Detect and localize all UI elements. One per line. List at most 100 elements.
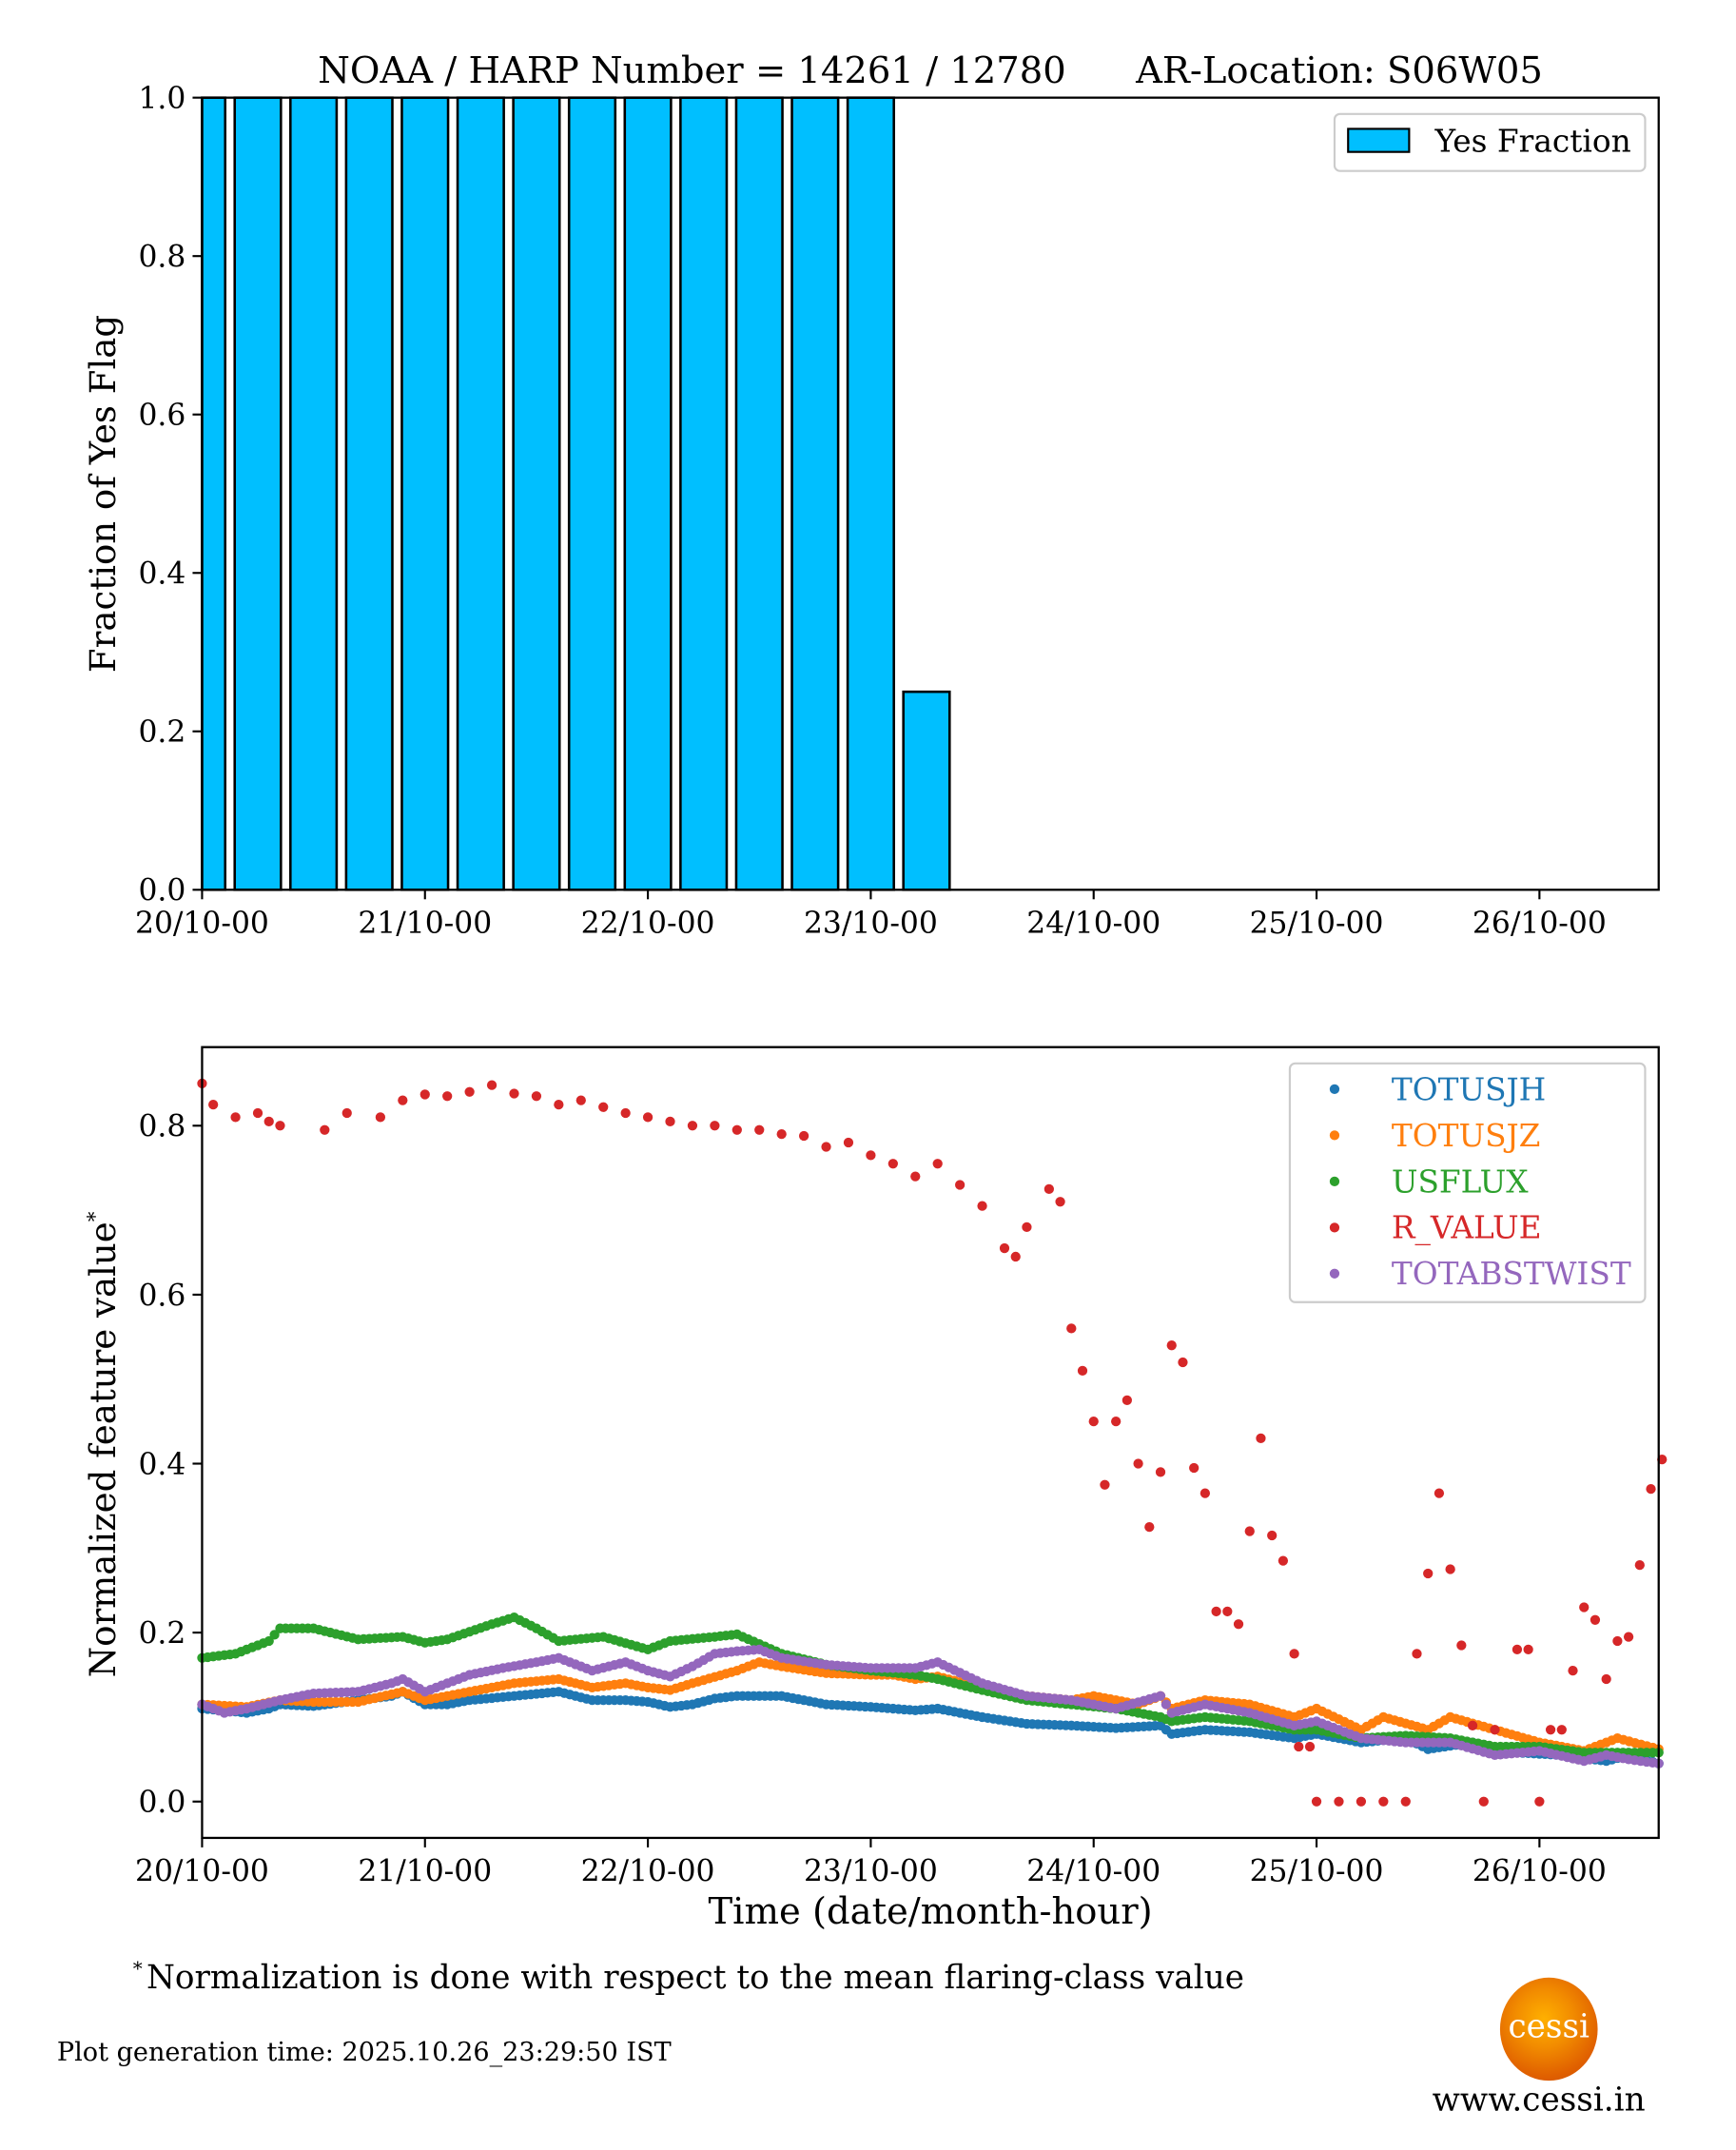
point [1066, 1323, 1077, 1334]
footnote-text: Normalization is done with respect to th… [146, 1958, 1244, 1997]
point [888, 1159, 898, 1169]
point [1534, 1796, 1545, 1807]
point [999, 1242, 1010, 1254]
point [1356, 1796, 1367, 1807]
point [1478, 1796, 1489, 1807]
point [1612, 1635, 1623, 1647]
x-tick-label: 24/10-00 [1026, 1855, 1161, 1889]
legend-swatch-yes-fraction [1347, 127, 1411, 153]
y-tick-label: 0.8 [138, 1110, 185, 1144]
bar-1 [233, 96, 283, 891]
point [1467, 1720, 1478, 1730]
y-tick-label: 0.4 [138, 557, 185, 592]
y-tick-label: 0.0 [138, 1786, 185, 1820]
point [1144, 1521, 1155, 1533]
logo-text: cessi [1508, 2007, 1590, 2046]
point [1200, 1488, 1211, 1498]
point [1178, 1357, 1188, 1368]
x-tick-label: 21/10-00 [358, 907, 492, 941]
point [1256, 1433, 1266, 1444]
bottom-plot-frame [201, 1046, 1660, 1840]
point [1334, 1796, 1344, 1807]
point [1189, 1462, 1200, 1474]
cessi-sun-logo-icon [1499, 1977, 1598, 2082]
y-tick-label: 0.2 [138, 1617, 185, 1652]
x-tick-label: 20/10-00 [135, 907, 269, 941]
point [821, 1142, 831, 1152]
point [1634, 1559, 1645, 1571]
bar-11 [790, 96, 840, 891]
point [1304, 1741, 1316, 1752]
bar-2 [289, 96, 339, 891]
point [687, 1121, 698, 1131]
point [1278, 1555, 1289, 1566]
y-axis-label-text: Normalized feature value [83, 1222, 124, 1677]
point [866, 1150, 876, 1161]
point [1311, 1796, 1322, 1807]
point [1055, 1197, 1065, 1207]
bar-3 [344, 96, 394, 891]
point [1155, 1467, 1166, 1477]
point [776, 1129, 787, 1140]
point [464, 1086, 475, 1097]
x-tick-label: 26/10-00 [1473, 1855, 1607, 1889]
legend-label-totusjh: TOTUSJH [1392, 1071, 1546, 1107]
point [1289, 1649, 1299, 1659]
bar-12 [846, 96, 895, 891]
bar-4 [400, 96, 450, 891]
y-axis-ticks: 0.0 0.2 0.4 0.6 0.8 1.0 [138, 82, 203, 909]
series-totabstwist [197, 1644, 1664, 1769]
x-tick-label: 26/10-00 [1473, 907, 1607, 941]
legend-marker-totusjz [1329, 1130, 1340, 1141]
y-tick-label: 1.0 [138, 82, 185, 116]
point [442, 1091, 453, 1102]
point [1267, 1530, 1278, 1541]
x-tick-label: 22/10-00 [581, 907, 715, 941]
x-axis-label: Time (date/month-hour) [709, 1890, 1153, 1933]
point [954, 1180, 966, 1190]
legend-label-yes-fraction: Yes Fraction [1434, 124, 1630, 160]
point [1122, 1395, 1133, 1406]
point [320, 1124, 330, 1135]
point [843, 1137, 854, 1148]
legend-marker-r_value [1329, 1222, 1340, 1233]
point [252, 1107, 263, 1119]
bar-10 [734, 96, 784, 891]
point [1423, 1568, 1434, 1579]
point [419, 1089, 430, 1100]
point [554, 1099, 564, 1110]
point [1646, 1484, 1656, 1495]
point [1211, 1606, 1221, 1617]
y-axis-label: Fraction of Yes Flag [83, 315, 124, 673]
point [398, 1095, 408, 1105]
point [977, 1201, 987, 1211]
legend-label-r_value: R_VALUE [1392, 1210, 1542, 1247]
website-link[interactable]: www.cessi.in [1432, 2081, 1646, 2120]
point [642, 1112, 653, 1123]
point [230, 1112, 241, 1123]
point [1456, 1640, 1467, 1651]
legend-label-totabstwist: TOTABSTWIST [1392, 1256, 1631, 1292]
bottom-legend: TOTUSJH TOTUSJZ USFLUX R_VALUE TOTABSTWIST [1288, 1062, 1647, 1303]
chart-title: NOAA / HARP Number = 14261 / 12780 AR-Lo… [318, 49, 1543, 92]
scatter-points [197, 1078, 1668, 1807]
yes-fraction-bar-chart: NOAA / HARP Number = 14261 / 12780 AR-Lo… [83, 49, 1660, 941]
point [375, 1112, 386, 1123]
point [665, 1116, 675, 1126]
point [341, 1107, 352, 1119]
point [1166, 1340, 1177, 1351]
point [1294, 1741, 1304, 1752]
point [575, 1095, 586, 1105]
feature-scatter-chart: 0.0 0.2 0.4 0.6 0.8 20/10-00 21/10-00 22/10-00… [83, 1046, 1668, 1933]
point [1155, 1691, 1166, 1701]
x-tick-label: 20/10-00 [135, 1855, 269, 1889]
x-tick-label: 23/10-00 [804, 907, 938, 941]
bar-8 [623, 96, 673, 891]
y-tick-label: 0.6 [138, 1279, 185, 1313]
y-tick-label: 0.2 [138, 715, 185, 750]
normalization-footnote: * Normalization is done with respect to t… [133, 1959, 1244, 1997]
top-plot-frame [201, 96, 1660, 891]
y-tick-label: 0.4 [138, 1448, 185, 1482]
x-tick-label: 23/10-00 [804, 1855, 938, 1889]
point [263, 1116, 274, 1126]
